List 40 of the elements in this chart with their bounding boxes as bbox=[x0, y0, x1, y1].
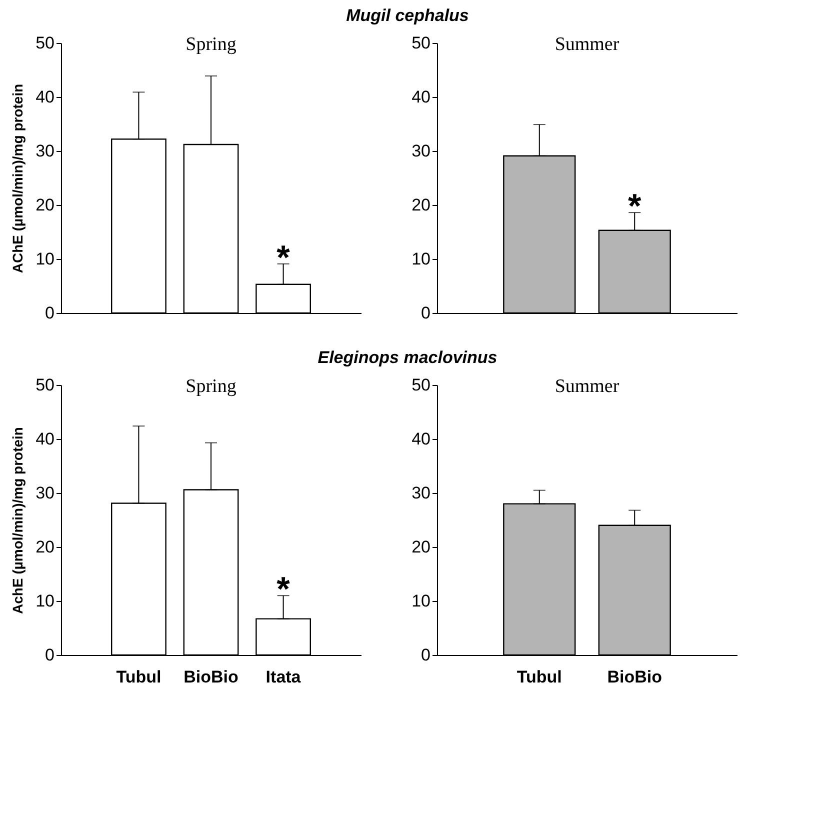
y-tick-label: 0 bbox=[45, 646, 54, 664]
y-tick-label: 40 bbox=[412, 88, 430, 106]
y-tick-label: 50 bbox=[412, 34, 430, 52]
x-tick-label: Tubul bbox=[516, 668, 562, 686]
y-tick-label: 30 bbox=[36, 484, 54, 502]
y-tick-label: 10 bbox=[412, 250, 430, 268]
y-tick-label: 0 bbox=[421, 646, 430, 664]
y-tick-label: 40 bbox=[412, 430, 430, 448]
y-axis-title: AChE (µmol/min)/mg protein bbox=[10, 84, 26, 274]
x-tick-label: BioBio bbox=[607, 668, 662, 686]
y-tick-label: 50 bbox=[36, 376, 54, 394]
x-tick-label: Tubul bbox=[116, 668, 162, 686]
y-tick-label: 20 bbox=[412, 196, 430, 214]
text: Mugil cephalus bbox=[345, 6, 470, 26]
y-tick-label: 20 bbox=[412, 538, 430, 556]
y-tick-label: 20 bbox=[36, 196, 54, 214]
y-tick-label: 40 bbox=[36, 88, 54, 106]
annotation: * bbox=[276, 570, 291, 609]
y-tick-label: 20 bbox=[36, 538, 54, 556]
y-tick-label: 30 bbox=[412, 484, 430, 502]
chart-title: Spring bbox=[186, 376, 237, 397]
chart-title: Summer bbox=[554, 34, 620, 55]
y-tick-label: 0 bbox=[421, 304, 430, 322]
y-tick-label: 10 bbox=[36, 592, 54, 610]
text: Eleginops maclovinus bbox=[316, 348, 498, 368]
chart-title: Summer bbox=[554, 376, 620, 397]
x-tick-label: BioBio bbox=[184, 668, 238, 686]
y-tick-label: 10 bbox=[412, 592, 430, 610]
y-axis-title: AchE (µmol/min)/mg protein bbox=[10, 427, 26, 614]
y-tick-label: 50 bbox=[36, 34, 54, 52]
x-tick-label: Itata bbox=[266, 668, 302, 686]
annotation: * bbox=[276, 238, 291, 277]
chart-title: Spring bbox=[186, 34, 237, 55]
y-tick-label: 0 bbox=[45, 304, 54, 322]
annotation: * bbox=[628, 188, 642, 226]
y-tick-label: 40 bbox=[36, 430, 54, 448]
y-tick-label: 30 bbox=[36, 142, 54, 160]
y-tick-label: 50 bbox=[412, 376, 430, 394]
y-tick-label: 30 bbox=[412, 142, 430, 160]
y-tick-label: 10 bbox=[36, 250, 54, 268]
